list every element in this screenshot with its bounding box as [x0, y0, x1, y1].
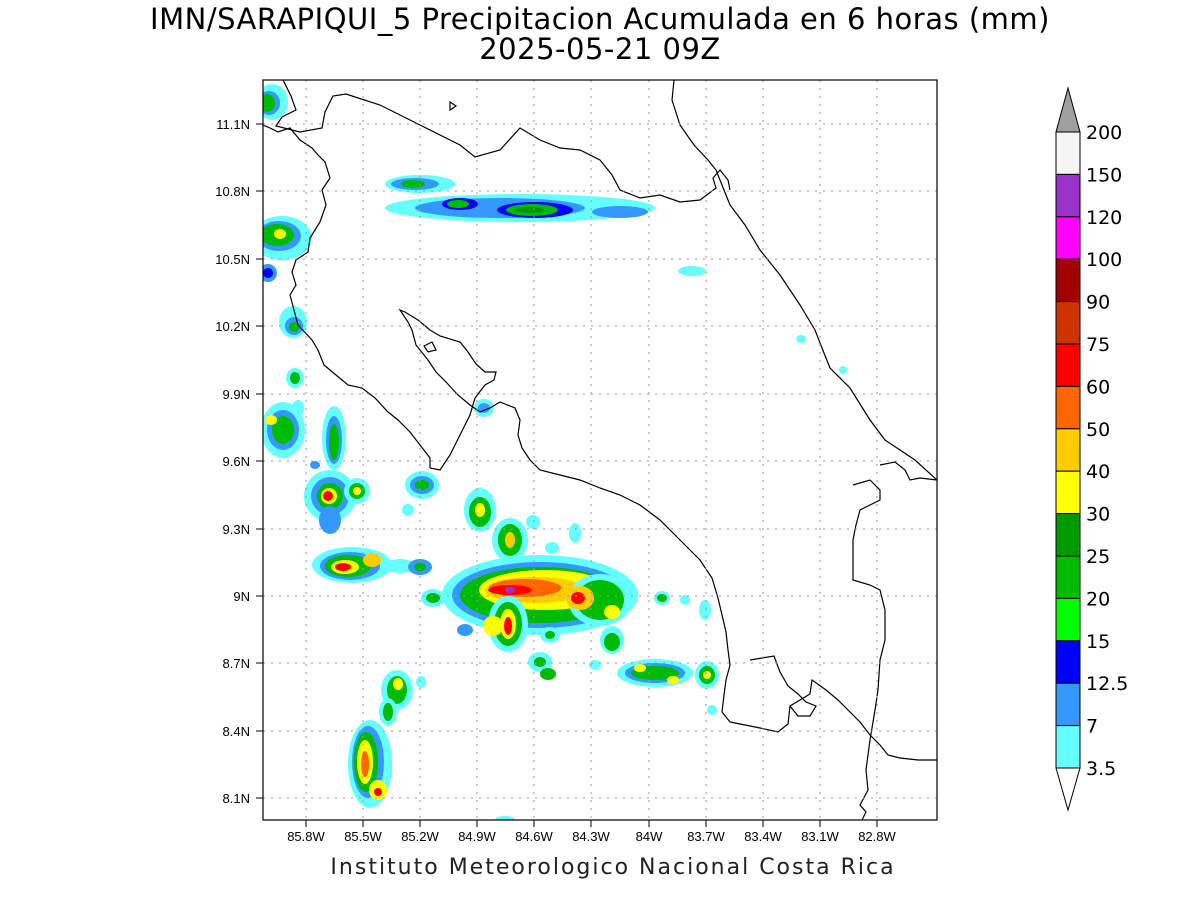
- lon-label: 83.4W: [744, 829, 782, 844]
- colorbar-label: 75: [1086, 334, 1110, 356]
- colorbar-swatch: [1055, 597, 1081, 642]
- colorbar-label: 50: [1086, 419, 1110, 441]
- colorbar-swatch: [1055, 343, 1081, 387]
- colorbar-swatch: [1055, 216, 1081, 260]
- colorbar-label: 15: [1086, 631, 1110, 653]
- colorbar-swatch: [1055, 301, 1081, 345]
- gridlines: [263, 80, 937, 820]
- lon-label: 85.2W: [401, 829, 439, 844]
- colorbar-label: 20: [1086, 588, 1110, 610]
- colorbar-swatch: [1055, 640, 1081, 684]
- map-title: IMN/SARAPIQUI_5 Precipitacion Acumulada …: [150, 2, 1050, 36]
- lat-label: 8.7N: [223, 656, 250, 671]
- colorbar-swatch: [1055, 555, 1081, 599]
- lon-label: 84.6W: [515, 829, 553, 844]
- lon-label: 83.7W: [687, 829, 725, 844]
- colorbar-label: 90: [1086, 292, 1110, 314]
- lon-label: 84.9W: [458, 829, 496, 844]
- plot-frame: [262, 79, 938, 821]
- longitude-labels: 85.8W 85.5W 85.2W 84.9W 84.6W 84.3W 84W …: [287, 829, 896, 844]
- precipitation-field: [263, 84, 847, 820]
- footer-credit: Instituto Meteorologico Nacional Costa R…: [330, 855, 896, 880]
- rain-band-southeast: [617, 591, 719, 715]
- lat-label: 9.3N: [223, 522, 250, 537]
- coastlines: [263, 80, 937, 820]
- rain-band-north: [385, 175, 847, 374]
- lon-label: 84W: [636, 829, 663, 844]
- colorbar-swatch: [1055, 470, 1081, 515]
- lat-label: 9.9N: [223, 387, 250, 402]
- rain-cluster-central: [421, 488, 638, 680]
- colorbar: 200 150 120 100 90 75 60 50 40 30 25 20 15 12.5 7 3.5: [1055, 86, 1128, 812]
- colorbar-swatch: [1055, 258, 1081, 303]
- lon-label: 85.8W: [287, 829, 325, 844]
- colorbar-label: 3.5: [1086, 758, 1116, 780]
- lon-label: 84.3W: [572, 829, 610, 844]
- latitude-labels: 11.1N 10.8N 10.5N 10.2N 9.9N 9.6N 9.3N 9…: [215, 117, 250, 806]
- colorbar-swatch: [1055, 385, 1081, 430]
- colorbar-label: 12.5: [1086, 673, 1128, 695]
- colorbar-label: 25: [1086, 546, 1110, 568]
- colorbar-under-arrow: [1055, 767, 1081, 812]
- colorbar-swatch: [1055, 513, 1081, 557]
- colorbar-swatch: [1055, 173, 1081, 218]
- lon-label: 83.1W: [801, 829, 839, 844]
- colorbar-label: 60: [1086, 376, 1110, 398]
- lat-label: 8.1N: [223, 791, 250, 806]
- colorbar-label: 150: [1086, 164, 1122, 186]
- colorbar-swatch: [1055, 682, 1081, 727]
- lat-label: 9.6N: [223, 454, 250, 469]
- colorbar-swatch: [1055, 428, 1081, 472]
- colorbar-swatch: [1055, 725, 1081, 769]
- rain-cells-west: [263, 84, 346, 470]
- map-subtitle-date: 2025-05-21 09Z: [479, 32, 721, 66]
- colorbar-label: 100: [1086, 249, 1122, 271]
- lat-label: 9N: [233, 589, 250, 604]
- rain-cells-south: [348, 670, 515, 820]
- tick-marks: [256, 123, 878, 827]
- colorbar-swatch: [1055, 131, 1081, 175]
- colorbar-labels: 200 150 120 100 90 75 60 50 40 30 25 20 15 12.5 7 3.5: [1086, 122, 1128, 780]
- lat-label: 10.8N: [215, 184, 250, 199]
- colorbar-segments: [1055, 131, 1081, 769]
- colorbar-label: 7: [1086, 716, 1098, 738]
- colorbar-label: 120: [1086, 207, 1122, 229]
- colorbar-label: 30: [1086, 504, 1110, 526]
- lon-label: 82.8W: [858, 829, 896, 844]
- lat-label: 10.5N: [215, 252, 250, 267]
- lat-label: 10.2N: [215, 319, 250, 334]
- colorbar-label: 40: [1086, 461, 1110, 483]
- lat-label: 11.1N: [216, 117, 250, 132]
- lon-label: 85.5W: [344, 829, 382, 844]
- rain-cells-pacific: [304, 399, 494, 583]
- lat-label: 8.4N: [223, 724, 250, 739]
- colorbar-over-arrow: [1055, 86, 1081, 133]
- colorbar-label: 200: [1086, 122, 1122, 144]
